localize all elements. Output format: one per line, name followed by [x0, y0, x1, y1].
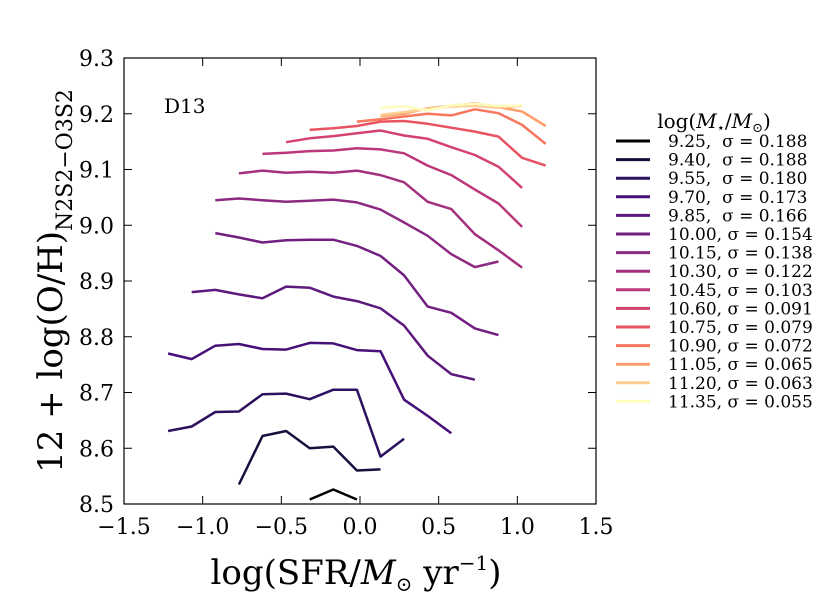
x-tick-label: 1.5 [579, 515, 614, 540]
legend-label-4: 9.85, σ = 0.166 [668, 206, 807, 226]
x-axis-label: log(SFR/M⊙ yr−1) [211, 551, 502, 593]
svg-text:log(SFR/M⊙ yr−1): log(SFR/M⊙ yr−1) [211, 551, 502, 593]
series-line-0 [309, 488, 358, 501]
series-line-4 [191, 285, 476, 381]
legend-label-1: 9.40, σ = 0.188 [668, 151, 807, 171]
legend-label-5: 10.00, σ = 0.154 [668, 225, 813, 245]
y-tick-label: 8.9 [79, 270, 114, 295]
x-tick-label: −0.5 [255, 515, 308, 540]
svg-text:12 + log(O/H)N2S2−O3S2: 12 + log(O/H)N2S2−O3S2 [31, 89, 78, 473]
y-tick-label: 9.3 [79, 47, 114, 72]
legend-label-12: 11.05, σ = 0.065 [668, 355, 813, 375]
series-lines [167, 101, 547, 501]
series-line-11 [356, 108, 547, 145]
legend-label-6: 10.15, σ = 0.138 [668, 244, 813, 264]
x-tick-label: 0.0 [343, 515, 378, 540]
series-line-9 [285, 129, 523, 189]
y-tick-label: 9.1 [79, 159, 114, 184]
legend-label-0: 9.25, σ = 0.188 [668, 132, 807, 152]
x-tick-label: −1.5 [97, 515, 150, 540]
legend-label-13: 11.20, σ = 0.063 [668, 374, 813, 394]
legend-label-2: 9.55, σ = 0.180 [668, 169, 807, 189]
legend-label-14: 11.35, σ = 0.055 [668, 392, 813, 412]
series-line-3 [167, 341, 453, 435]
series-line-1 [237, 429, 381, 486]
y-tick-label: 8.7 [79, 382, 114, 407]
y-tick-label: 8.5 [79, 493, 114, 518]
y-tick-label: 9.0 [79, 214, 114, 239]
legend-label-11: 10.90, σ = 0.072 [668, 337, 813, 357]
series-line-5 [215, 231, 499, 337]
axis-ticks: −1.5 −1.0 −0.5 0.0 0.5 1.0 1.5 8.5 8.6 8.7 8.8 8.9 9… [79, 47, 614, 540]
legend-label-7: 10.30, σ = 0.122 [668, 262, 813, 282]
series-line-2 [167, 388, 405, 458]
x-tick-label: 0.5 [421, 515, 456, 540]
legend-label-8: 10.45, σ = 0.103 [668, 281, 813, 301]
legend-label-3: 9.70, σ = 0.173 [668, 188, 807, 208]
x-tick-label: −1.0 [176, 515, 229, 540]
legend-label-9: 10.60, σ = 0.091 [668, 299, 813, 319]
panel-annotation: D13 [164, 94, 205, 118]
y-tick-label: 9.2 [79, 103, 114, 128]
legend-label-10: 10.75, σ = 0.079 [668, 318, 813, 338]
y-tick-label: 8.6 [79, 437, 114, 462]
y-tick-label: 8.8 [79, 326, 114, 351]
series-line-14 [380, 102, 523, 112]
series-line-10 [309, 119, 547, 167]
x-tick-label: 1.0 [500, 515, 535, 540]
legend-title: log(M⋆/M⊙) [657, 109, 771, 136]
series-line-7 [238, 169, 523, 269]
series-line-8 [262, 147, 523, 228]
series-line-6 [215, 197, 499, 269]
plot-area: −1.5 −1.0 −0.5 0.0 0.5 1.0 1.5 8.5 8.6 8.7 8.8 8.9 9… [79, 47, 614, 540]
y-axis-label: 12 + log(O/H)N2S2−O3S2 [31, 89, 78, 473]
